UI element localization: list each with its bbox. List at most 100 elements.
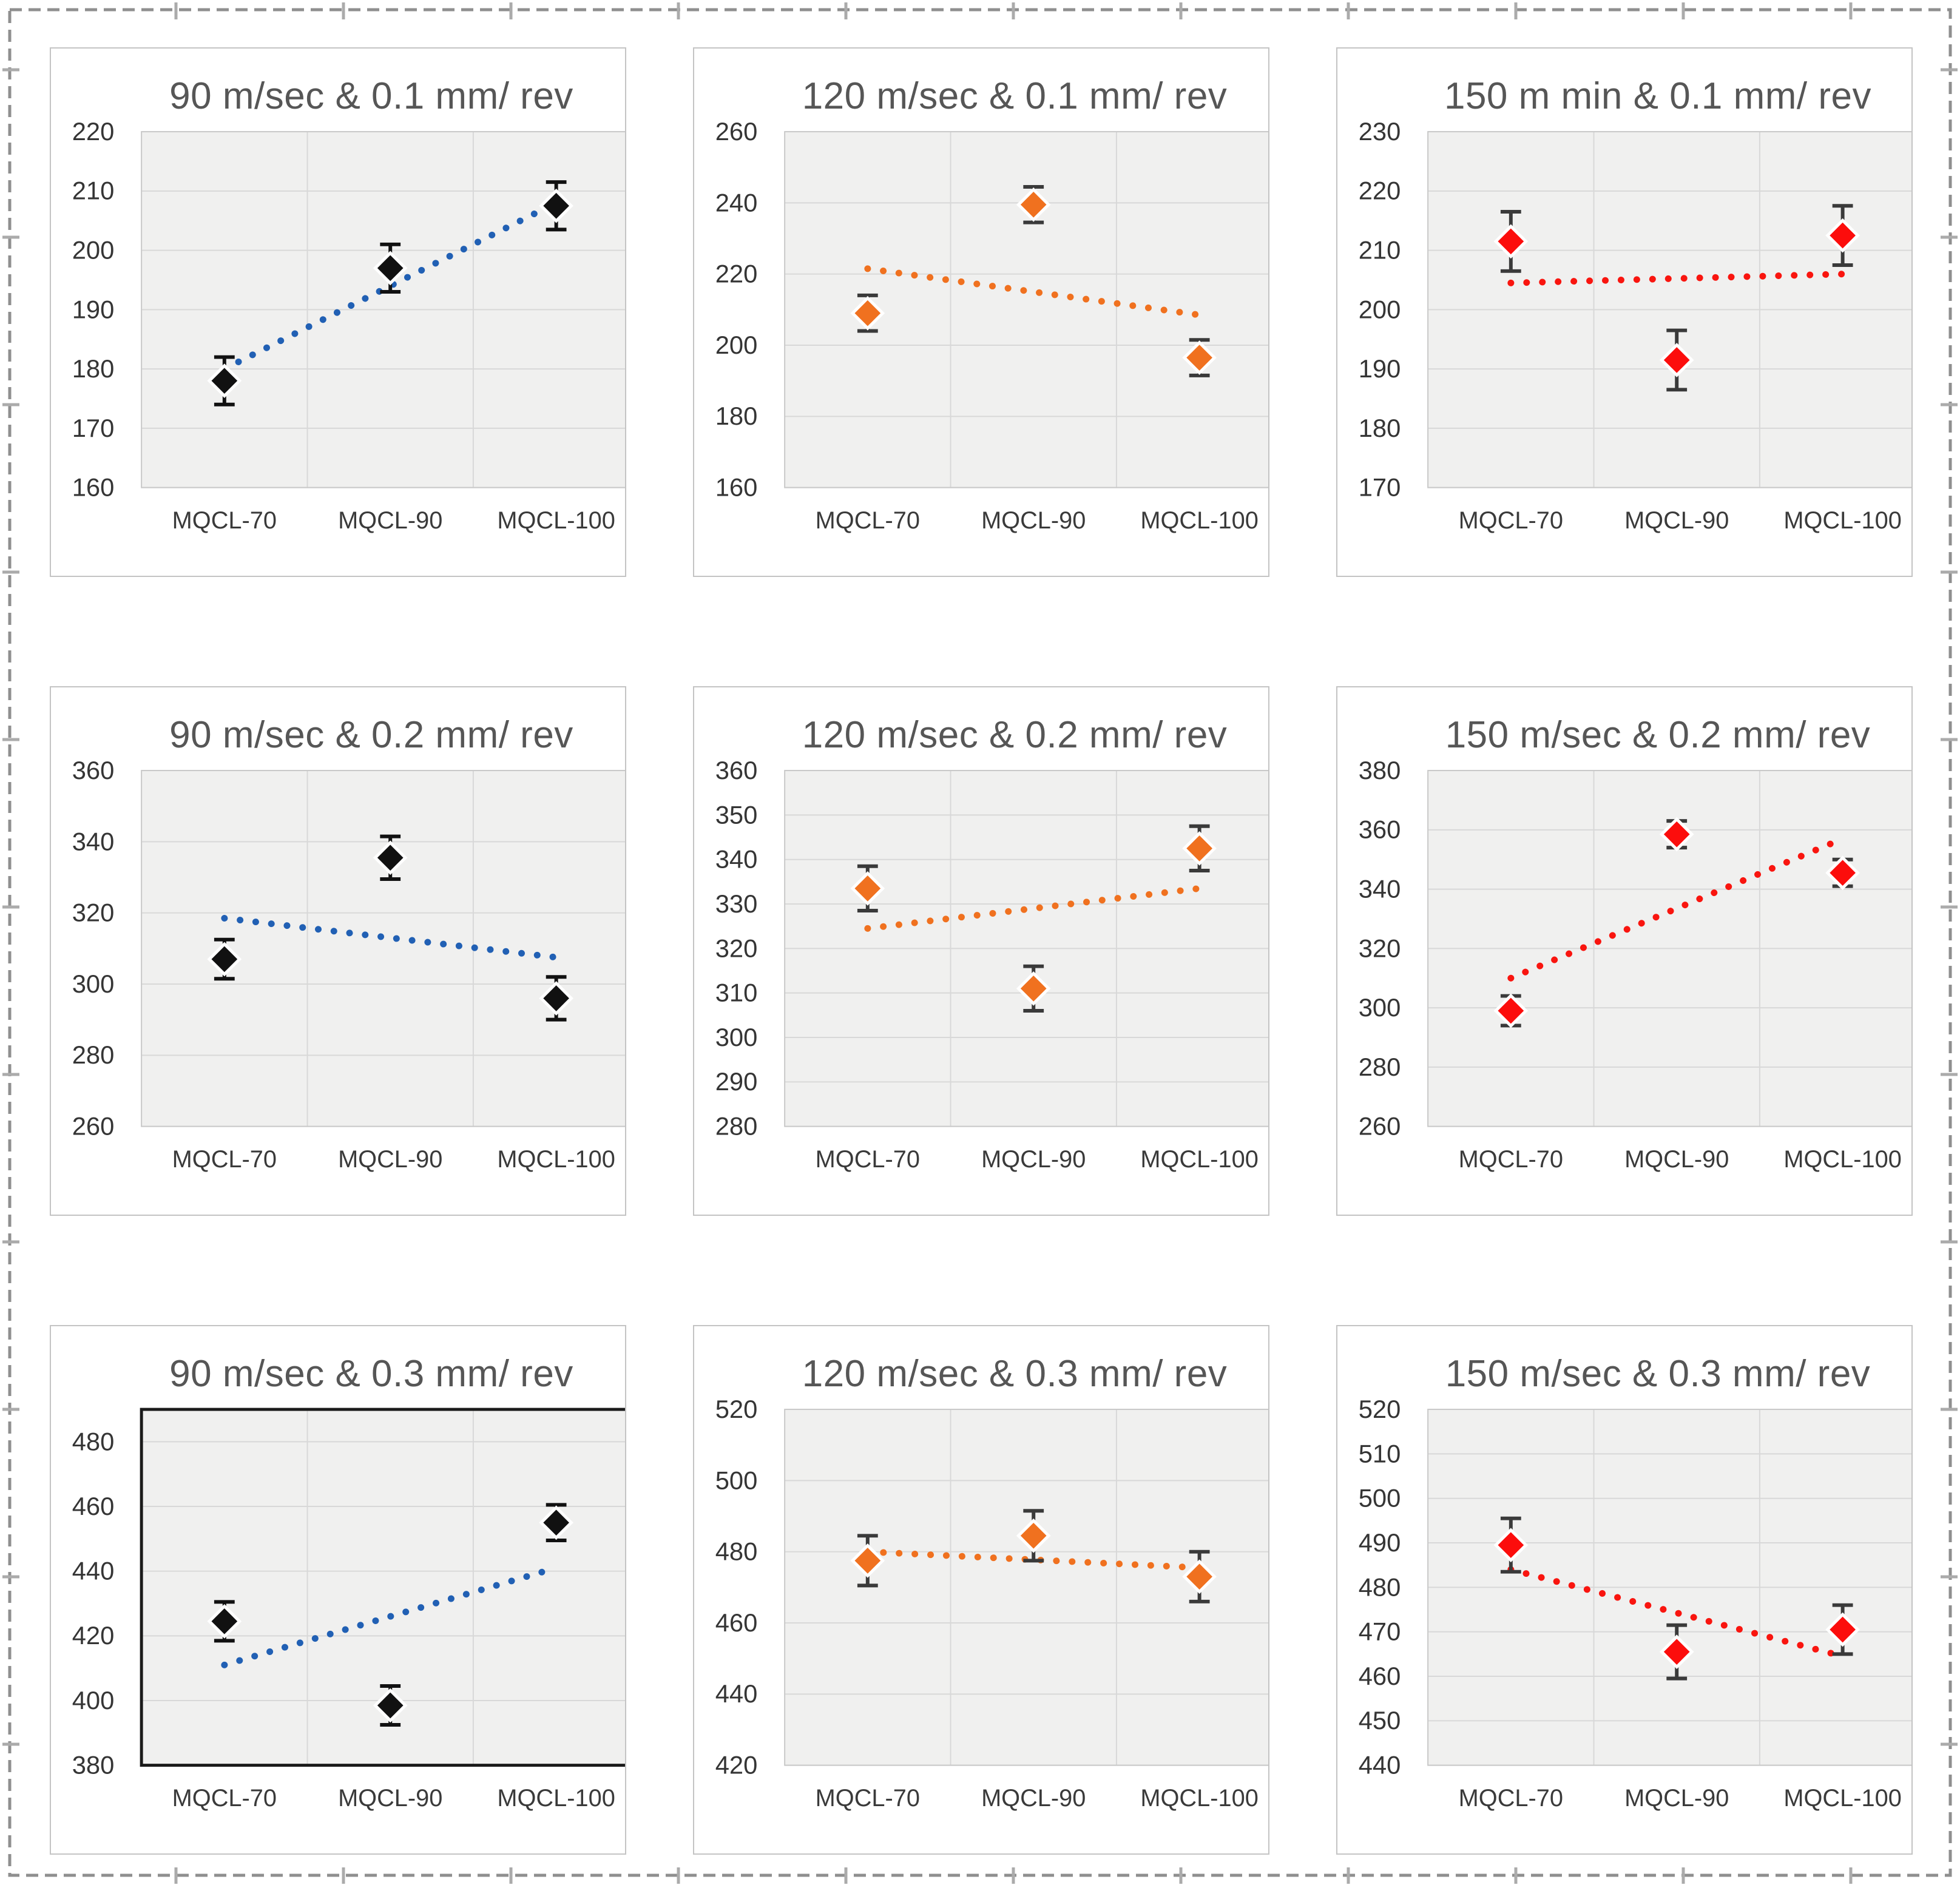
chart-panel-90-01: 90 m/sec & 0.1 mm/ rev 160 170 180 190 200 21… — [50, 47, 626, 577]
chart-plot: 160 170 180 190 200 210 220 MQCL-70 MQCL-90 MQCL-… — [72, 117, 625, 534]
y-tick-label: 230 — [1359, 117, 1401, 146]
chart-title: 90 m/sec & 0.3 mm/ rev — [169, 1353, 573, 1395]
data-point-marker — [373, 840, 408, 875]
chart-panel-120-02: 120 m/sec & 0.2 mm/ rev 280 290 300 310 320 3… — [693, 686, 1269, 1216]
data-point-marker — [207, 942, 242, 977]
data-point-marker — [539, 188, 573, 223]
y-tick-label: 320 — [1359, 934, 1401, 962]
data-point-marker — [373, 251, 408, 286]
chart-panel-90-02: 90 m/sec & 0.2 mm/ rev 260 280 300 320 340 36… — [50, 686, 626, 1216]
y-tick-label: 500 — [715, 1466, 758, 1494]
y-tick-label: 440 — [1359, 1751, 1401, 1779]
chart-title: 150 m/sec & 0.2 mm/ rev — [1445, 714, 1871, 756]
x-category-label: MQCL-90 — [1624, 1785, 1729, 1812]
x-category-label: MQCL-90 — [1624, 1146, 1729, 1173]
y-tick-label: 480 — [1359, 1573, 1401, 1601]
x-category-label: MQCL-70 — [816, 507, 920, 534]
y-tick-label: 180 — [715, 402, 758, 430]
data-point-marker — [539, 981, 573, 1016]
x-category-label: MQCL-90 — [338, 507, 442, 534]
chart-plot: 170 180 190 200 210 220 230 MQCL-70 MQCL-90 MQCL-… — [1359, 117, 1911, 534]
y-tick-label: 470 — [1359, 1617, 1401, 1646]
plot-border — [784, 131, 1268, 488]
y-tick-label: 280 — [1359, 1053, 1401, 1081]
x-category-label: MQCL-70 — [1459, 1146, 1563, 1173]
data-point-marker — [207, 363, 242, 399]
y-tick-label: 450 — [1359, 1706, 1401, 1735]
y-tick-label: 200 — [715, 331, 758, 359]
x-category-label: MQCL-100 — [1783, 1785, 1901, 1812]
chart-title: 90 m/sec & 0.2 mm/ rev — [169, 714, 573, 756]
x-category-label: MQCL-90 — [981, 1146, 1086, 1173]
chart-panel-150-03: 150 m/sec & 0.3 mm/ rev 440 450 460 470 480 4… — [1336, 1325, 1913, 1855]
y-tick-label: 260 — [1359, 1112, 1401, 1141]
x-category-label: MQCL-90 — [981, 1785, 1086, 1812]
data-point-marker — [539, 1505, 573, 1540]
y-tick-label: 460 — [1359, 1662, 1401, 1690]
plot-border — [141, 770, 625, 1127]
y-tick-label: 170 — [1359, 473, 1401, 502]
y-tick-label: 160 — [72, 473, 115, 502]
y-tick-label: 490 — [1359, 1528, 1401, 1557]
y-tick-label: 220 — [72, 117, 115, 146]
y-tick-label: 350 — [715, 800, 758, 829]
data-point-marker — [1493, 993, 1529, 1028]
chart-title: 120 m/sec & 0.3 mm/ rev — [802, 1353, 1228, 1395]
y-tick-label: 320 — [72, 899, 115, 927]
y-tick-label: 160 — [715, 473, 758, 502]
y-tick-label: 300 — [72, 969, 115, 998]
y-tick-label: 510 — [1359, 1439, 1401, 1468]
y-tick-label: 420 — [72, 1621, 115, 1650]
y-tick-label: 240 — [715, 188, 758, 217]
data-point-marker — [850, 871, 885, 906]
y-tick-label: 220 — [1359, 177, 1401, 205]
y-tick-label: 340 — [715, 845, 758, 874]
chart-title: 90 m/sec & 0.1 mm/ rev — [169, 75, 573, 117]
data-point-marker — [1659, 817, 1694, 852]
y-tick-label: 400 — [72, 1686, 115, 1715]
y-tick-label: 320 — [715, 934, 758, 962]
data-point-marker — [1825, 218, 1860, 253]
trendline — [221, 200, 560, 373]
x-category-label: MQCL-70 — [172, 1785, 277, 1812]
y-tick-label: 280 — [72, 1040, 115, 1069]
y-tick-label: 380 — [72, 1751, 115, 1779]
data-point-marker — [1659, 1634, 1694, 1670]
y-tick-label: 460 — [715, 1608, 758, 1637]
y-tick-label: 310 — [715, 979, 758, 1007]
x-category-label: MQCL-90 — [338, 1785, 442, 1812]
y-tick-label: 260 — [715, 117, 758, 146]
plot-border — [1427, 1409, 1911, 1766]
x-category-label: MQCL-100 — [497, 507, 615, 534]
y-tick-label: 480 — [715, 1537, 758, 1566]
chart-panel-150-01: 150 m min & 0.1 mm/ rev 170 180 190 200 210 2… — [1336, 47, 1913, 577]
y-tick-label: 380 — [1359, 756, 1401, 784]
chart-plot: 420 440 460 480 500 520 MQCL-70 MQCL-90 MQCL-100 — [715, 1395, 1268, 1812]
y-tick-label: 440 — [715, 1679, 758, 1708]
x-category-label: MQCL-90 — [981, 507, 1086, 534]
data-point-marker — [1182, 831, 1217, 866]
chart-title: 150 m/sec & 0.3 mm/ rev — [1445, 1353, 1871, 1395]
y-tick-label: 200 — [72, 236, 115, 265]
y-tick-label: 340 — [72, 827, 115, 855]
y-tick-label: 190 — [1359, 354, 1401, 383]
chart-plot: 160 180 200 220 240 260 MQCL-70 MQCL-90 MQCL-100 — [715, 117, 1268, 534]
chart-panel-120-01: 120 m/sec & 0.1 mm/ rev 160 180 200 220 240 2… — [693, 47, 1269, 577]
chart-plot: 280 290 300 310 320 330 340 350 360 MQCL-70 MQCL-9… — [715, 756, 1268, 1173]
x-category-label: MQCL-90 — [1624, 507, 1729, 534]
data-point-marker — [850, 1543, 885, 1578]
plot-border — [140, 1408, 625, 1767]
plot-area — [141, 771, 625, 1127]
y-tick-label: 360 — [72, 756, 115, 784]
y-tick-label: 260 — [72, 1112, 115, 1141]
plot-border — [1427, 770, 1911, 1127]
y-tick-label: 210 — [1359, 236, 1401, 265]
x-category-label: MQCL-90 — [338, 1146, 442, 1173]
y-tick-label: 440 — [72, 1557, 115, 1585]
data-point-marker — [1016, 187, 1051, 222]
y-tick-label: 190 — [72, 295, 115, 323]
x-category-label: MQCL-70 — [172, 1146, 277, 1173]
y-tick-label: 520 — [715, 1395, 758, 1423]
y-tick-label: 200 — [1359, 295, 1401, 323]
y-tick-label: 290 — [715, 1067, 758, 1096]
